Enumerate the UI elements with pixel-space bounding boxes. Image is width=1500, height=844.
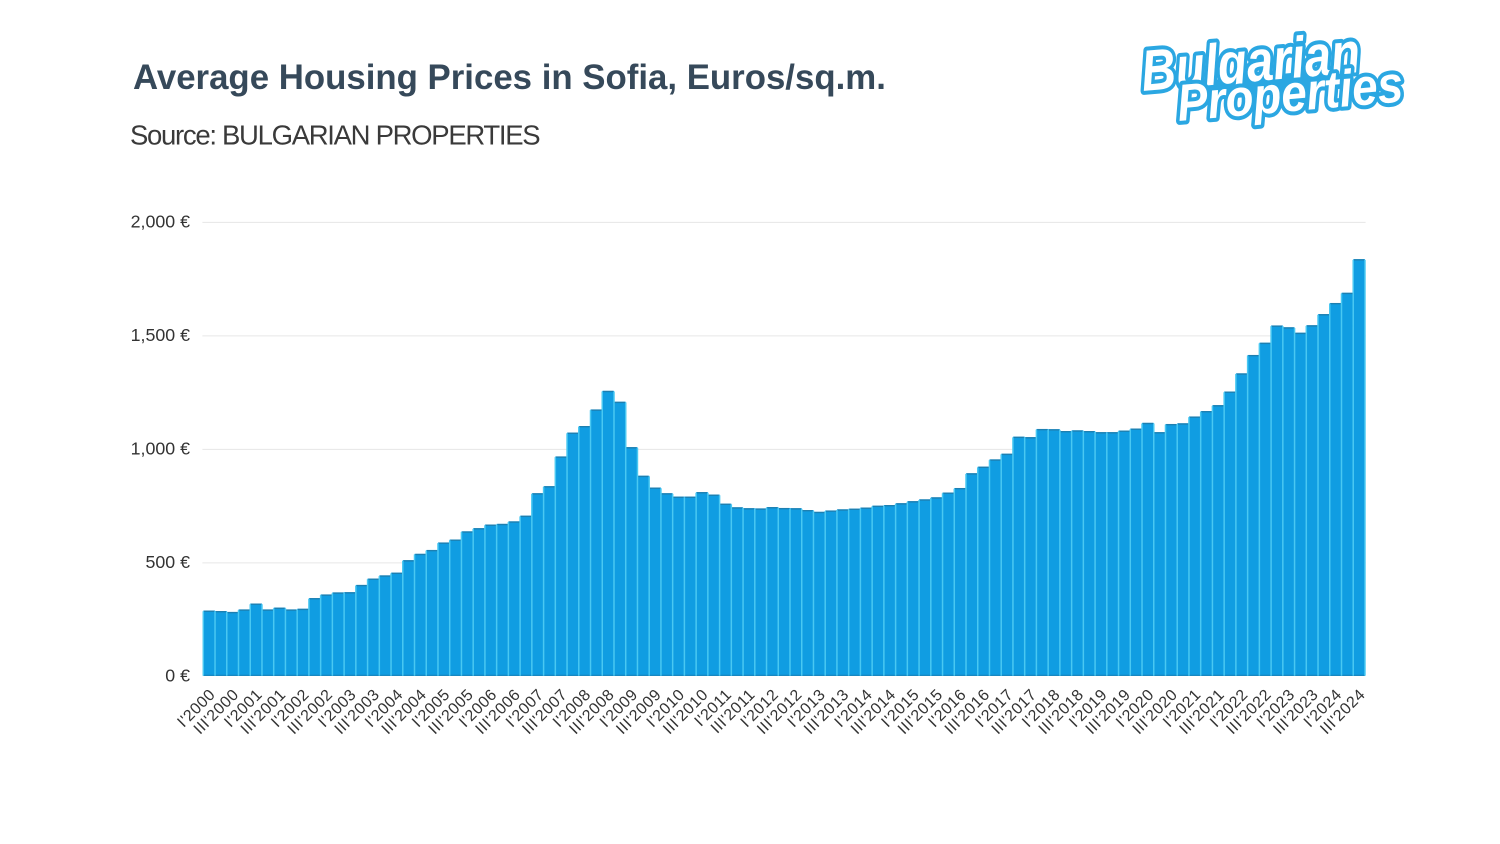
svg-text:500 €: 500 € xyxy=(146,552,191,572)
svg-text:0 €: 0 € xyxy=(165,666,190,686)
svg-text:1,000 €: 1,000 € xyxy=(131,439,190,459)
svg-text:2,000 €: 2,000 € xyxy=(131,212,190,232)
svg-text:1,500 €: 1,500 € xyxy=(131,325,190,345)
svg-text:Average Housing Prices in Sofi: Average Housing Prices in Sofia, Euros/s… xyxy=(133,58,886,97)
svg-text:Source: BULGARIAN PROPERTIES: Source: BULGARIAN PROPERTIES xyxy=(130,120,540,151)
